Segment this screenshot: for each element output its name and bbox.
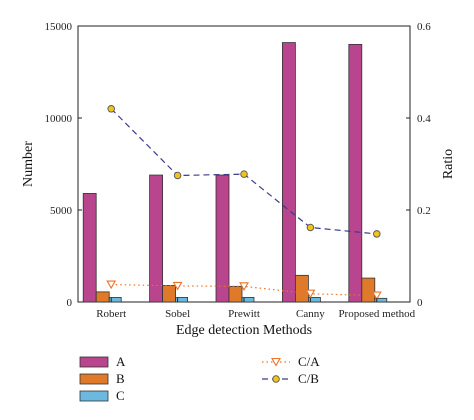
marker-c-over-b-3 [306,223,315,232]
legend-swatch-a [79,356,109,368]
bar-a-robert [82,193,97,303]
y2-axis-title: Ratio [441,149,456,179]
y2-tick-label: 0.6 [417,21,431,33]
x-tick-label: Robert [96,308,126,320]
marker-c-over-a-0 [106,280,117,290]
marker-c-over-a-4 [371,291,382,301]
y-tick-label: 0 [67,297,73,309]
legend-swatch-b [79,373,109,385]
bar-a-canny [281,42,296,303]
marker-c-over-b-0 [107,105,115,113]
bar-a-proposed-method [348,44,363,303]
legend-label-c-over-b: C/B [298,371,319,386]
bars [82,42,388,303]
y-axis-title: Number [21,141,36,187]
legend-label-c-over-a: C/A [298,354,320,369]
lines [106,105,382,301]
legend-marker-c-over-a [271,357,281,367]
legend: ABC C/A C/B [79,354,320,403]
y2-tick-label: 0.4 [417,113,431,125]
y2-tick-label: 0 [417,297,423,309]
line-c-over-a [111,283,377,297]
legend-label-a: A [116,354,126,369]
bar-b-canny [294,274,309,303]
y2-tick-label: 0.2 [417,205,431,217]
ticks: 0 5000 10000 15000 0 0.2 0.4 0.6 Robert Sobel Prew… [45,21,432,320]
bar-b-proposed-method [361,277,376,303]
y-tick-label: 10000 [45,113,73,125]
bar-c-proposed-method [374,297,388,303]
marker-c-over-b-2 [240,170,248,178]
marker-c-over-a-2 [239,282,249,291]
x-axis-title: Edge detection Methods [176,323,312,338]
bar-c-robert [108,296,122,303]
bar-b-sobel [162,285,177,303]
bar-a-sobel [149,174,164,303]
marker-c-over-a-1 [172,281,183,291]
x-tick-label: Canny [296,308,325,320]
bar-b-prewitt [228,285,243,303]
x-tick-label: Sobel [165,308,190,320]
marker-c-over-b-4 [373,230,381,238]
y-tick-label: 5000 [50,205,73,217]
legend-swatch-c [79,390,109,402]
marker-c-over-b-1 [173,171,182,180]
marker-c-over-a-3 [305,289,316,299]
legend-label-b: B [116,371,125,386]
bar-b-robert [95,291,110,303]
bar-c-sobel [175,296,189,303]
y-tick-label: 15000 [45,21,73,33]
bar-a-prewitt [215,174,230,303]
bar-c-canny [307,296,321,303]
legend-label-c: C [116,388,125,403]
legend-marker-c-over-b [272,375,280,383]
x-tick-label: Proposed method [338,308,415,320]
bar-c-prewitt [241,296,255,303]
x-tick-label: Prewitt [228,308,260,320]
